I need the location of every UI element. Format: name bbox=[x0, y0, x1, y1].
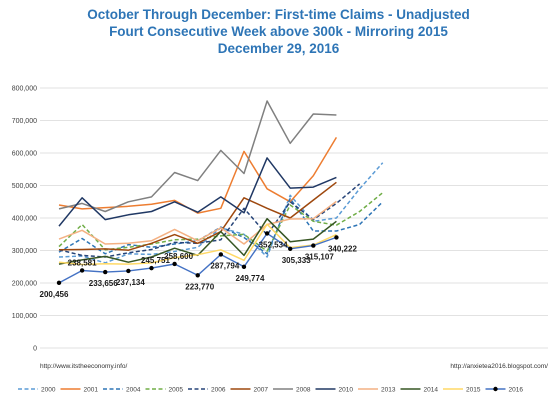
legend-marker bbox=[493, 386, 498, 392]
data-label: 200,456 bbox=[40, 290, 69, 299]
legend-item-2000: 2000 bbox=[18, 386, 56, 393]
y-tick-label: 700,000 bbox=[12, 118, 37, 125]
y-tick-label: 200,000 bbox=[12, 281, 37, 288]
series-line-2005 bbox=[58, 192, 384, 252]
gridlines bbox=[40, 87, 548, 349]
point-2016-8 bbox=[241, 264, 247, 270]
y-tick-label: 800,000 bbox=[12, 86, 37, 93]
legend-label: 2013 bbox=[381, 386, 396, 393]
series-line-2007 bbox=[58, 181, 337, 251]
data-label: 352,534 bbox=[259, 240, 288, 249]
point-2016-11 bbox=[311, 243, 316, 248]
chart-title-line-3: December 29, 2016 bbox=[217, 41, 340, 56]
legend-item-2001: 2001 bbox=[60, 386, 99, 393]
chart-title-line-2: Fourt Consecutive Week above 300k - Mirr… bbox=[109, 24, 448, 39]
legend: 2000 2001 2004 2005 2006 2007 2008 2010 2013 2014… bbox=[18, 386, 523, 393]
point-2016-12 bbox=[334, 235, 339, 240]
legend-item-2006: 2006 bbox=[188, 386, 226, 393]
y-tick-label: 0 bbox=[33, 346, 37, 353]
point-2016-9 bbox=[264, 231, 270, 236]
chart-title: October Through December: First-time Cla… bbox=[0, 6, 557, 57]
data-label: 305,333 bbox=[282, 256, 311, 265]
legend-item-2008: 2008 bbox=[273, 386, 311, 393]
data-label: 287,794 bbox=[210, 261, 239, 270]
legend-item-2013: 2013 bbox=[358, 386, 396, 393]
legend-item-2005: 2005 bbox=[145, 386, 184, 393]
point-2016-7 bbox=[218, 252, 224, 257]
data-label: 340,222 bbox=[328, 244, 357, 253]
y-tick-label: 100,000 bbox=[12, 313, 37, 320]
point-2016-2 bbox=[103, 269, 108, 275]
legend-label: 2005 bbox=[169, 386, 184, 393]
point-2016-4 bbox=[149, 265, 154, 271]
point-2016-10 bbox=[288, 246, 293, 251]
legend-item-2010: 2010 bbox=[315, 386, 354, 393]
y-tick-label: 600,000 bbox=[12, 151, 37, 158]
legend-item-2016: 2016 bbox=[485, 386, 524, 393]
series-markers bbox=[56, 231, 339, 286]
legend-label: 2016 bbox=[509, 386, 524, 393]
data-label: 238,581 bbox=[68, 258, 97, 267]
data-label: 249,774 bbox=[235, 274, 264, 283]
point-2016-6 bbox=[195, 273, 200, 278]
legend-label: 2015 bbox=[466, 386, 481, 393]
legend-item-2014: 2014 bbox=[400, 386, 439, 393]
data-label: 258,600 bbox=[164, 252, 193, 261]
point-2016-1 bbox=[79, 268, 85, 273]
series-line-2010 bbox=[58, 157, 337, 227]
legend-item-2007: 2007 bbox=[230, 386, 269, 393]
data-label: 233,656 bbox=[89, 279, 118, 288]
chart-title-line-1: October Through December: First-time Cla… bbox=[87, 7, 470, 22]
y-tick-label: 400,000 bbox=[12, 216, 37, 223]
legend-label: 2001 bbox=[84, 386, 99, 393]
source-url-right[interactable]: http://anxietea2016.blogspot.com/ bbox=[450, 363, 548, 370]
legend-label: 2004 bbox=[126, 386, 141, 393]
legend-label: 2000 bbox=[41, 386, 56, 393]
point-2016-5 bbox=[172, 261, 177, 267]
point-2016-0 bbox=[56, 280, 62, 286]
point-2016-3 bbox=[126, 268, 131, 274]
legend-label: 2007 bbox=[254, 386, 269, 393]
source-url-left[interactable]: http://www.itstheeconomy.info/ bbox=[40, 363, 128, 370]
series-line-2001 bbox=[58, 137, 338, 214]
legend-label: 2014 bbox=[424, 386, 439, 393]
data-label: 223,770 bbox=[185, 282, 214, 291]
data-label: 237,134 bbox=[116, 278, 145, 287]
legend-label: 2010 bbox=[339, 386, 354, 393]
series-line-2013 bbox=[58, 200, 337, 245]
y-tick-label: 300,000 bbox=[12, 248, 37, 255]
data-label: 245,751 bbox=[141, 256, 170, 265]
legend-label: 2008 bbox=[296, 386, 311, 393]
legend-label: 2006 bbox=[211, 386, 226, 393]
legend-item-2015: 2015 bbox=[443, 386, 481, 393]
series-line-2008 bbox=[58, 100, 337, 213]
y-tick-label: 500,000 bbox=[12, 183, 37, 190]
legend-item-2004: 2004 bbox=[103, 386, 141, 393]
series-line-2006 bbox=[58, 183, 361, 258]
data-label: 315,107 bbox=[305, 253, 334, 262]
y-axis: 0 100,000 200,000 300,000 400,000 500,000 600,… bbox=[12, 86, 37, 353]
